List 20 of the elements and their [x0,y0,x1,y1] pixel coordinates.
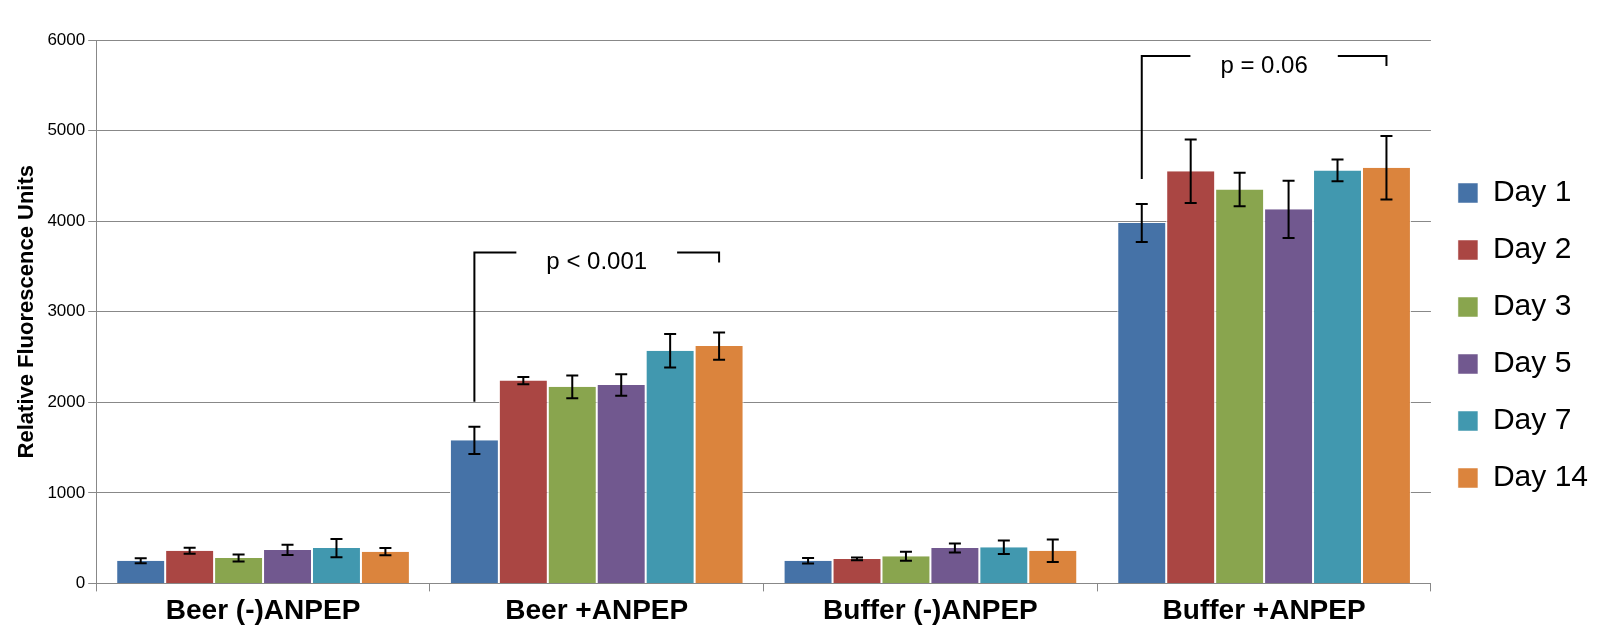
legend-label: Day 5 [1492,345,1572,379]
x-tick-label: Buffer (-)ANPEP [823,593,1038,625]
y-tick-label: 5000 [47,120,86,140]
legend-label: Day 1 [1492,174,1572,208]
annotation: p < 0.001 [546,247,648,275]
annotation: p = 0.06 [1220,50,1308,78]
y-tick-label: 6000 [47,29,86,49]
y-tick-label: 1000 [47,482,86,502]
y-tick-label: 0 [75,573,86,593]
legend-label: Day 2 [1492,231,1572,265]
y-tick-label: 2000 [47,391,86,411]
y-axis-title: Relative Fluorescence Units [13,164,39,459]
legend-label: Day 3 [1492,288,1572,322]
x-tick-label: Beer (-)ANPEP [165,593,361,625]
x-tick-label: Buffer +ANPEP [1162,593,1366,625]
legend-label: Day 14 [1492,459,1589,493]
legend-label: Day 7 [1492,402,1572,436]
y-tick-label: 4000 [47,210,86,230]
y-tick-label: 3000 [47,301,86,321]
x-tick-label: Beer +ANPEP [505,593,689,625]
